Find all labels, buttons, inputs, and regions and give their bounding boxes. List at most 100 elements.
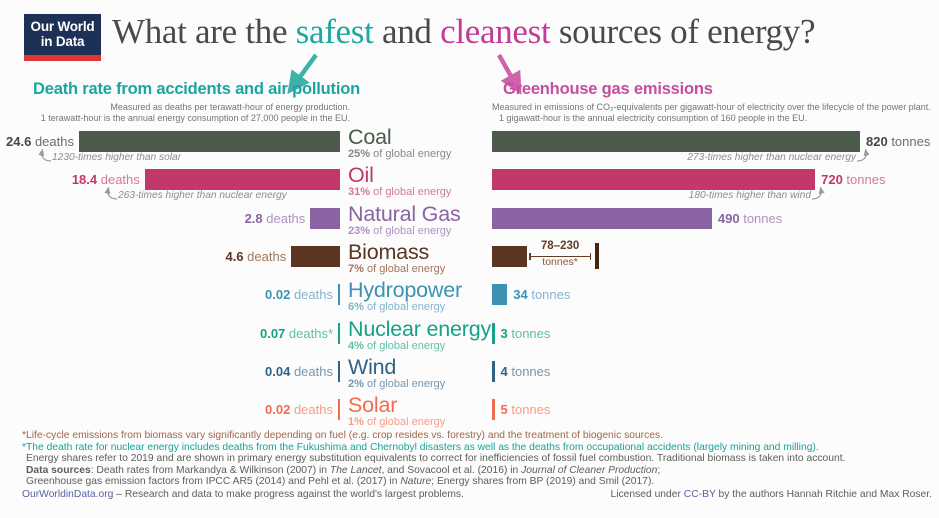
emissions-value-solar: 5 tonnes (501, 402, 551, 417)
pink-pointer-arrow-icon (497, 53, 522, 95)
text-segment: by the authors Hannah Ritchie and Max Ro… (715, 488, 933, 500)
row-hydropower: 0.02 deaths Hydropower 6% of global energy… (0, 278, 939, 318)
death-value-biomass: 4.6 deaths (225, 249, 286, 264)
row-nuclear: 0.07 deaths* Nuclear energy 4% of global e… (0, 317, 939, 357)
link-ourworldindata-org[interactable]: OurWorldinData.org (22, 488, 114, 500)
text-segment: *The death rate for nuclear energy inclu… (22, 441, 819, 453)
text-segment: Nature (400, 476, 432, 488)
energy-share-pct-oil: 31% (348, 186, 371, 198)
source-label-hydropower: Hydropower 6% of global energy (348, 278, 462, 313)
energy-share-coal: 25% of global energy (348, 149, 451, 160)
left-column-header: Death rate from accidents and air pollut… (0, 80, 360, 123)
owid-logo: Our World in Data (24, 14, 101, 61)
death-value-nuclear: 0.07 deaths* (260, 326, 333, 341)
death-unit-nuclear: deaths* (285, 326, 333, 341)
energy-share-pct-wind: 2% (348, 378, 364, 390)
text-segment: : Death rates from Markandya & Wilkinson… (90, 464, 330, 476)
emissions-unit-wind: tonnes (507, 364, 551, 379)
row-coal: 24.6 deaths Coal 25% of global energy 820 t… (0, 125, 939, 165)
emissions-bar-solar (492, 399, 495, 420)
source-name-nuclear: Nuclear energy (348, 317, 491, 341)
energy-share-rest-solar: of global energy (363, 416, 446, 428)
death-number-coal: 24.6 (6, 134, 32, 149)
energy-share-wind: 2% of global energy (348, 379, 445, 390)
text-segment: Energy shares refer to 2019 and are show… (26, 453, 846, 465)
source-name-natural-gas: Natural Gas (348, 202, 461, 226)
energy-share-rest-nuclear: of global energy (363, 340, 446, 352)
energy-share-nuclear: 4% of global energy (348, 341, 491, 352)
annotation-right-coal: 273-times higher than nuclear energy (687, 149, 870, 163)
energy-share-pct-natural-gas: 23% (348, 225, 371, 237)
death-bar-biomass (291, 246, 340, 267)
emissions-unit-coal: tonnes (887, 134, 931, 149)
emissions-bar-nuclear (492, 323, 495, 344)
title-cleanest: cleanest (440, 12, 551, 51)
footnote-line-1: *Life-cycle emissions from biomass vary … (22, 430, 932, 442)
emissions-number-coal: 820 (866, 134, 888, 149)
emissions-range-biomass: 78–230 tonnes* (529, 240, 592, 280)
energy-share-rest-wind: of global energy (363, 378, 446, 390)
text-segment: Journal of Cleaner Production (521, 464, 658, 476)
source-label-solar: Solar 1% of global energy (348, 393, 445, 428)
annotation-text: 273-times higher than nuclear energy (687, 152, 856, 163)
death-value-hydropower: 0.02 deaths (265, 287, 333, 302)
death-bar-natural-gas (310, 208, 340, 229)
emissions-range-line-biomass (529, 253, 592, 260)
annotation-hook-arrow-icon (811, 187, 825, 200)
emissions-bar-coal (492, 131, 860, 152)
emissions-value-nuclear: 3 tonnes (501, 326, 551, 341)
emissions-value-oil: 720 tonnes (821, 172, 885, 187)
death-value-wind: 0.04 deaths (265, 364, 333, 379)
energy-share-pct-biomass: 7% (348, 263, 364, 275)
death-number-wind: 0.04 (265, 364, 291, 379)
energy-share-biomass: 7% of global energy (348, 264, 445, 275)
death-bar-oil (144, 169, 340, 190)
source-label-wind: Wind 2% of global energy (348, 355, 445, 390)
death-value-solar: 0.02 deaths (265, 402, 333, 417)
left-column-title: Death rate from accidents and air pollut… (33, 80, 360, 98)
annotation-hook-arrow-icon (856, 149, 870, 162)
death-unit-hydropower: deaths (290, 287, 333, 302)
energy-share-rest-oil: of global energy (370, 186, 452, 198)
emissions-unit-hydropower: tonnes (527, 287, 571, 302)
owid-logo-line2: in Data (40, 34, 85, 49)
emissions-value-hydropower: 34 tonnes (513, 287, 570, 302)
right-column-title: Greenhouse gas emissions (503, 80, 713, 98)
annotation-left-coal: 1230-times higher than solar (38, 149, 181, 163)
footnotes: *Life-cycle emissions from biomass vary … (22, 430, 932, 501)
emissions-number-natural-gas: 490 (717, 211, 740, 226)
footnote-line-2: *The death rate for nuclear energy inclu… (22, 442, 932, 454)
death-bar-wind (338, 361, 340, 382)
source-label-natural-gas: Natural Gas 23% of global energy (348, 202, 461, 237)
emissions-bar-biomass (492, 246, 527, 267)
text-segment: – Research and data to make progress aga… (113, 488, 464, 500)
source-name-hydropower: Hydropower (348, 278, 462, 302)
emissions-number-wind: 4 (500, 364, 508, 379)
energy-share-solar: 1% of global energy (348, 417, 445, 428)
left-column-subtitle1: Measured as deaths per terawatt-hour of … (110, 102, 350, 112)
owid-logo-red-bar (24, 55, 101, 61)
emissions-range-cap-biomass (595, 243, 600, 269)
energy-share-pct-coal: 25% (348, 148, 371, 160)
annotation-right-oil: 180-times higher than wind (689, 187, 825, 201)
emissions-value-wind: 4 tonnes (501, 364, 551, 379)
death-unit-coal: deaths (31, 134, 74, 149)
death-number-nuclear: 0.07 (259, 326, 286, 341)
link-cc-by[interactable]: CC-BY (683, 488, 716, 500)
source-label-biomass: Biomass 7% of global energy (348, 240, 445, 275)
emissions-bar-wind (492, 361, 495, 382)
emissions-bar-oil (492, 169, 816, 190)
emissions-unit-solar: tonnes (507, 402, 551, 417)
emissions-bar-hydropower (492, 284, 508, 305)
row-solar: 0.02 deaths Solar 1% of global energy 5 ton… (0, 393, 939, 433)
energy-share-rest-biomass: of global energy (363, 263, 446, 275)
annotation-text: 180-times higher than wind (688, 190, 811, 201)
text-segment: Data sources (26, 464, 91, 476)
death-unit-natural-gas: deaths (262, 211, 306, 226)
energy-share-oil: 31% of global energy (348, 187, 451, 198)
source-name-wind: Wind (348, 355, 397, 379)
source-label-oil: Oil 31% of global energy (348, 163, 451, 198)
death-value-oil: 18.4 deaths (72, 172, 140, 187)
row-wind: 0.04 deaths Wind 2% of global energy 4 tonn… (0, 355, 939, 395)
